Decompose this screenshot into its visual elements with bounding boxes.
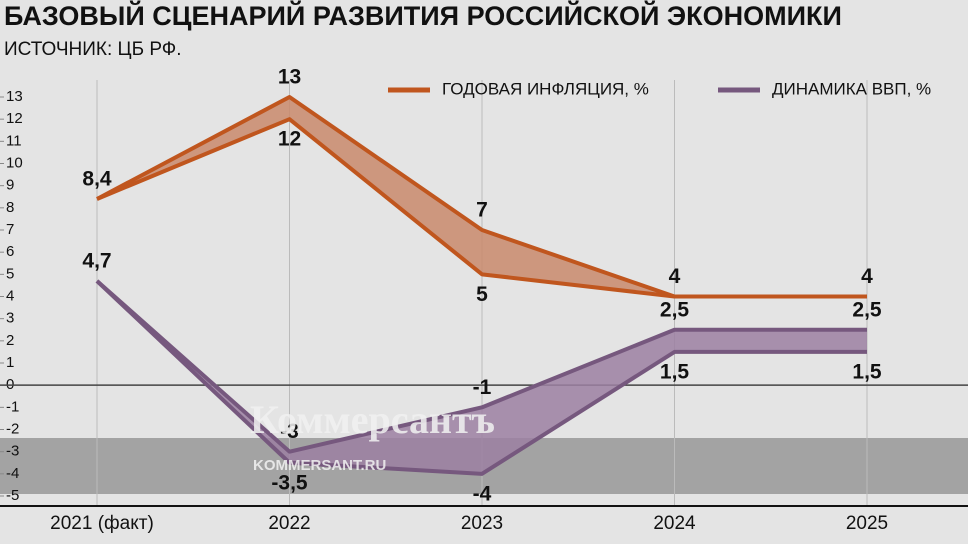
range-high-line: [95, 279, 867, 454]
y-tick-label: 1: [6, 354, 14, 371]
y-tick-label: -3: [6, 443, 19, 460]
y-tick-label: 9: [6, 177, 14, 194]
chart-title: БАЗОВЫЙ СЦЕНАРИЙ РАЗВИТИЯ РОССИЙСКОЙ ЭКО…: [4, 0, 842, 31]
y-tick-label: 13: [6, 88, 23, 105]
legend-label: ДИНАМИКА ВВП, %: [772, 79, 931, 98]
data-label: 8,4: [82, 168, 112, 191]
y-tick-label: 11: [6, 132, 22, 149]
data-label: 4: [669, 265, 681, 288]
y-tick-label: 8: [6, 199, 14, 216]
y-tick-label: -5: [6, 487, 19, 504]
range-fill: [97, 280, 867, 474]
y-tick-label: 4: [6, 287, 14, 304]
data-label: -3: [280, 420, 299, 443]
data-label: -4: [473, 482, 492, 505]
data-label: 4,7: [82, 250, 111, 273]
data-label: 2,5: [852, 298, 882, 321]
range-low-line: [96, 117, 867, 299]
chart-subtitle: ИСТОЧНИК: ЦБ РФ.: [4, 39, 182, 60]
data-label: 1,5: [852, 360, 882, 383]
y-tick-label: -1: [6, 398, 19, 415]
data-label: 1,5: [660, 360, 690, 383]
y-tick-label: 7: [6, 221, 14, 238]
x-tick-label: 2023: [461, 513, 503, 534]
range-low-line: [95, 279, 867, 476]
x-tick-label: 2022: [268, 513, 310, 534]
watermark-url: KOMMERSANT.RU: [253, 457, 386, 474]
data-label: -1: [473, 376, 492, 399]
legend-label: ГОДОВАЯ ИНФЛЯЦИЯ, %: [442, 79, 649, 98]
y-tick-label: 6: [6, 243, 14, 260]
y-tick-label: 3: [6, 310, 14, 327]
x-tick-label: 2021 (факт): [50, 513, 154, 534]
y-tick-label: 10: [6, 154, 23, 171]
watermark: Коммерсантъ: [250, 397, 495, 442]
x-tick-label: 2025: [846, 513, 888, 534]
data-label: 4: [861, 265, 873, 288]
y-tick-label: 2: [6, 332, 14, 349]
data-label: 13: [278, 66, 301, 89]
data-label: -3,5: [271, 471, 308, 494]
data-label: 5: [476, 283, 488, 306]
data-label: 12: [278, 128, 301, 151]
data-label: 7: [476, 199, 488, 222]
y-tick-label: 12: [6, 110, 23, 127]
y-tick-label: -4: [6, 465, 19, 482]
y-tick-label: -2: [6, 420, 19, 437]
x-tick-label: 2024: [653, 513, 696, 534]
y-tick-label: 5: [6, 265, 14, 282]
range-fill: [97, 97, 867, 297]
data-label: 2,5: [660, 298, 690, 321]
